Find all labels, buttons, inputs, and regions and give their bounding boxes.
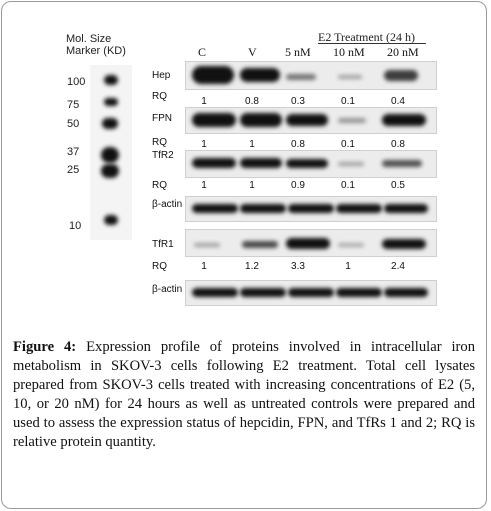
rq-fpn-10nm: 0.1 [341, 139, 355, 150]
blot-tfr1 [185, 229, 437, 257]
marker-size-50: 50 [67, 118, 80, 130]
rq-hep-20nm: 0.4 [391, 96, 405, 107]
ladder-band-100 [104, 75, 118, 85]
blot-label-tfr2: TfR2 [152, 150, 174, 161]
ladder-band-10 [104, 215, 118, 225]
rq-tfr2-5nm: 0.9 [291, 180, 305, 191]
rq-tfr1-v: 1.2 [245, 261, 259, 272]
rq-hep-c: 1 [201, 96, 207, 107]
rq-fpn-5nm: 0.8 [291, 139, 305, 150]
figure-caption: Figure 4: Expression profile of proteins… [13, 338, 475, 452]
marker-size-10: 10 [69, 220, 82, 232]
rq-fpn-20nm: 0.8 [391, 139, 405, 150]
rq-tfr2-10nm: 0.1 [341, 180, 355, 191]
column-5nm: 5 nM [285, 45, 311, 59]
blot-fpn [185, 107, 437, 134]
marker-title-line1: Mol. Size [66, 33, 112, 45]
rq-hep-5nm: 0.3 [291, 96, 305, 107]
marker-title-line2: Marker (KD) [66, 45, 126, 57]
caption-text: Expression profile of proteins involved … [13, 339, 475, 450]
blot-beta-actin-2 [185, 280, 437, 306]
rq-tfr1-10nm: 1 [345, 261, 351, 272]
treatment-header-underline [318, 43, 426, 44]
blot-label-beta-actin-1: β-actin [152, 199, 183, 210]
marker-header: Mol. Size Marker (KD) [66, 33, 126, 57]
rq-tfr1-c: 1 [201, 261, 207, 272]
ladder-band-75 [104, 98, 118, 106]
treatment-header: E2 Treatment (24 h) [318, 30, 415, 44]
column-control: C [198, 45, 207, 59]
rq-hep-10nm: 0.1 [341, 96, 355, 107]
rq-tfr2-20nm: 0.5 [391, 180, 405, 191]
blot-tfr2 [185, 150, 437, 178]
rq-tfr2-v: 1 [249, 180, 255, 191]
rq-label-tfr2: RQ [152, 180, 167, 191]
rq-label-hep: RQ [152, 91, 167, 102]
marker-ladder-lane [90, 65, 132, 240]
blot-label-tfr1: TfR1 [152, 239, 174, 250]
caption-figure-label: Figure 4: [13, 339, 77, 355]
rq-tfr1-20nm: 2.4 [391, 261, 405, 272]
rq-fpn-v: 1 [249, 139, 255, 150]
column-vehicle: V [248, 45, 257, 59]
column-20nm: 20 nM [387, 45, 419, 59]
ladder-band-37 [101, 147, 119, 163]
blot-label-hep: Hep [152, 70, 171, 81]
blot-label-beta-actin-2: β-actin [152, 284, 183, 295]
ladder-band-25 [101, 164, 119, 178]
blot-hep [185, 61, 437, 90]
marker-size-37: 37 [67, 146, 80, 158]
marker-size-75: 75 [67, 99, 80, 111]
rq-label-fpn: RQ [152, 137, 167, 148]
marker-size-25: 25 [67, 164, 80, 176]
ladder-band-50 [102, 118, 118, 129]
rq-tfr1-5nm: 3.3 [291, 261, 305, 272]
blot-label-fpn: FPN [152, 113, 172, 124]
rq-hep-v: 0.8 [245, 96, 259, 107]
column-10nm: 10 nM [333, 45, 365, 59]
rq-fpn-c: 1 [201, 139, 207, 150]
marker-size-100: 100 [67, 76, 86, 88]
rq-tfr2-c: 1 [201, 180, 207, 191]
rq-label-tfr1: RQ [152, 261, 167, 272]
blot-beta-actin-1 [185, 196, 437, 222]
